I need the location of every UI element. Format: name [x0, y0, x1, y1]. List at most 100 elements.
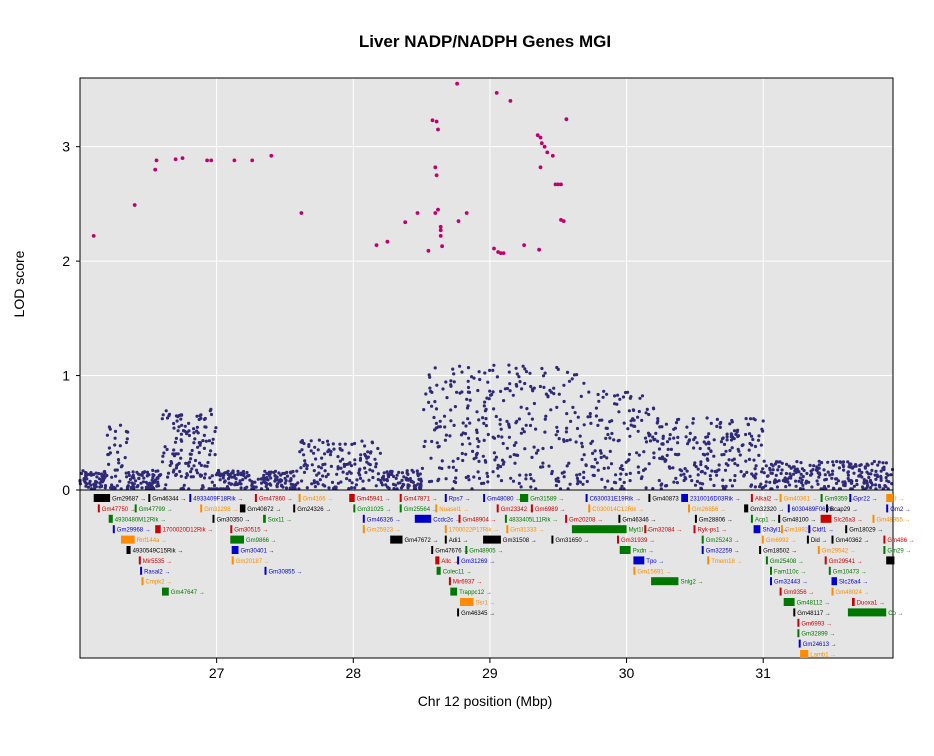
lod-point — [606, 479, 610, 483]
lod-point — [693, 436, 697, 440]
lod-point — [471, 449, 475, 453]
lod-point — [496, 466, 500, 470]
gene-bar — [701, 546, 704, 554]
lod-point — [756, 438, 761, 442]
lod-point — [186, 461, 190, 465]
lod-point — [501, 462, 505, 466]
lod-point — [355, 478, 359, 482]
lod-point — [398, 481, 402, 485]
lod-point — [458, 364, 462, 368]
lod-point — [160, 417, 164, 421]
lod-point — [194, 468, 199, 472]
lod-point — [516, 453, 520, 457]
lod-point — [256, 477, 260, 481]
lod-point — [646, 431, 651, 435]
lod-point — [496, 474, 500, 478]
lod-point — [508, 382, 512, 386]
gene-bar — [431, 546, 434, 554]
lod-point — [310, 463, 314, 467]
gene-label: Mir6937 → — [453, 580, 482, 586]
lod-point — [198, 441, 202, 445]
lod-point — [882, 465, 886, 469]
lod-point — [155, 484, 159, 488]
gene-bar — [753, 525, 761, 534]
lod-point — [400, 471, 404, 475]
gene-bar — [817, 546, 820, 554]
lod-point — [171, 470, 175, 474]
lod-point — [303, 459, 307, 463]
lod-point — [801, 483, 805, 487]
lod-point — [882, 467, 886, 472]
gene-bar — [390, 535, 403, 544]
lod-point — [672, 436, 676, 440]
lod-point — [788, 483, 792, 487]
lod-point — [579, 394, 583, 398]
gene-label: Gm24326 → — [297, 507, 331, 513]
gene-bar — [108, 514, 113, 523]
gene-label: Gm47871 → — [404, 497, 438, 503]
gene-bar — [852, 598, 855, 606]
gene-label: Sh3yl1 → — [763, 528, 789, 534]
lod-point — [750, 472, 754, 476]
gene-label: Gm31589 → — [530, 497, 564, 503]
lod-point — [363, 466, 367, 470]
gene-label: Myt1l → — [629, 528, 651, 534]
lod-point — [405, 471, 409, 475]
lod-point — [141, 470, 145, 474]
lod-point — [116, 458, 121, 462]
lod-point — [744, 432, 748, 437]
lod-point-high — [553, 182, 558, 187]
lod-point — [739, 470, 743, 474]
lod-point — [647, 412, 651, 417]
lod-point — [580, 445, 585, 449]
lod-point — [196, 431, 200, 435]
gene-label: Rps7 → — [449, 497, 471, 503]
gene-bar — [134, 504, 137, 513]
lod-point — [468, 442, 472, 446]
lod-point — [668, 466, 672, 470]
lod-point — [435, 383, 439, 387]
lod-point — [408, 477, 412, 481]
lod-point — [717, 463, 721, 467]
lod-point — [668, 437, 672, 441]
lod-point — [105, 433, 109, 437]
gene-label: Cldf1 → — [812, 528, 834, 534]
lod-point — [822, 468, 826, 472]
lod-point — [131, 476, 136, 480]
lod-point — [385, 479, 389, 483]
gene-bar — [770, 577, 772, 586]
lod-point — [854, 464, 858, 468]
lod-point — [534, 451, 539, 455]
lod-point — [486, 380, 490, 384]
lod-point — [761, 429, 765, 433]
lod-point — [498, 418, 502, 422]
gene-label: I → — [895, 497, 904, 503]
gene-bar — [483, 535, 501, 544]
lod-point — [626, 390, 630, 394]
lod-point — [364, 470, 368, 475]
lod-point — [794, 479, 798, 483]
lod-point — [514, 366, 518, 370]
lod-point-high — [415, 211, 420, 215]
lod-point — [831, 460, 835, 464]
lod-point — [289, 482, 293, 486]
lod-point — [475, 430, 479, 435]
lod-point — [838, 460, 842, 464]
lod-point — [430, 439, 434, 444]
gene-bar — [831, 577, 837, 586]
lod-point — [619, 472, 623, 476]
lod-point — [197, 417, 201, 422]
lod-point — [761, 467, 765, 471]
lod-point — [874, 469, 878, 473]
lod-point — [603, 485, 607, 489]
lod-point — [752, 458, 756, 462]
gene-label: Tmem18 → — [711, 559, 742, 565]
lod-point — [602, 389, 606, 393]
lod-point — [193, 458, 198, 463]
lod-point — [452, 380, 456, 384]
lod-point — [841, 460, 846, 464]
lod-point — [614, 481, 618, 485]
lod-point — [226, 477, 231, 481]
lod-point — [449, 419, 453, 423]
lod-point — [555, 425, 559, 429]
